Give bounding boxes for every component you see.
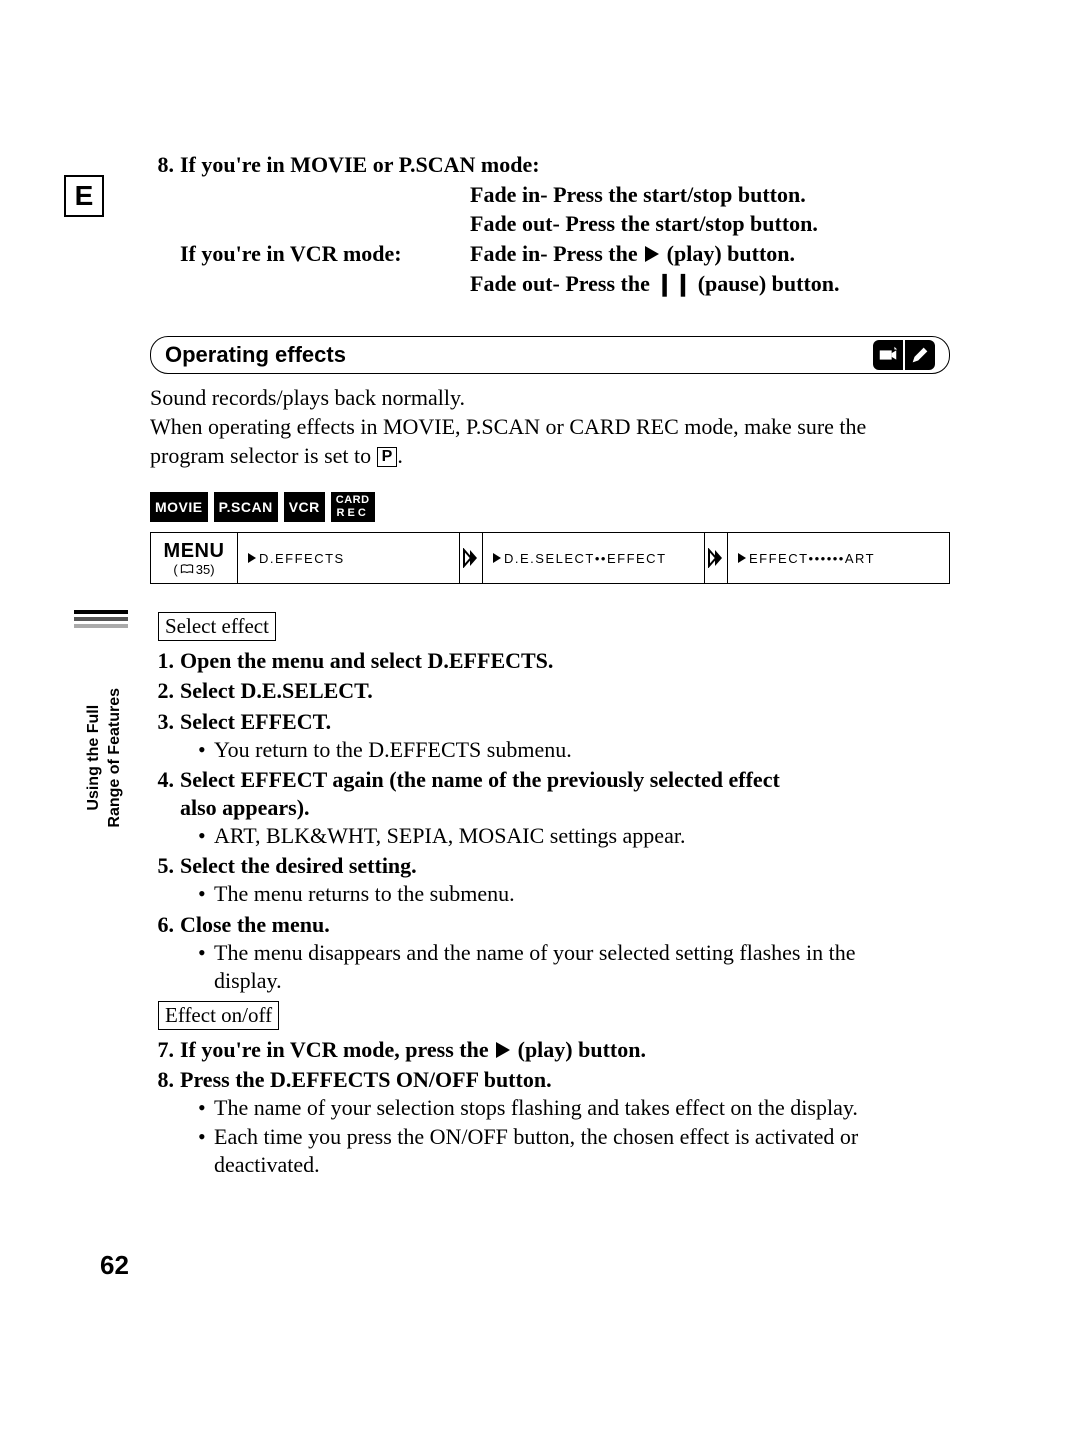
s8-b2a: Each time you press the ON/OFF button, t…: [214, 1124, 858, 1149]
s2-num: 2.: [150, 677, 180, 705]
s8-b2b: deactivated.: [214, 1152, 320, 1177]
s4a: Select EFFECT again (the name of the pre…: [180, 766, 950, 794]
fade-in-play: Fade in- Press the (play) button.: [470, 239, 795, 269]
top-instructions: 8. If you're in MOVIE or P.SCAN mode: Fa…: [150, 150, 950, 298]
menu-cell-3-text: EFFECT••••••ART: [749, 551, 875, 566]
language-indicator: E: [64, 175, 104, 217]
steps-list-2: 7. If you're in VCR mode, press the (pla…: [150, 1036, 950, 1179]
play-icon-2: [496, 1042, 510, 1058]
menu-cell-1-text: D.EFFECTS: [259, 551, 345, 566]
intro-text: Sound records/plays back normally. When …: [150, 384, 950, 470]
s7a: If you're in VCR mode, press the: [180, 1037, 494, 1062]
badge-card: CARD: [336, 495, 370, 506]
s5-num: 5.: [150, 852, 180, 908]
sidebar-line2: Range of Features: [106, 688, 123, 828]
page-content: 8. If you're in MOVIE or P.SCAN mode: Fa…: [150, 150, 950, 1179]
effect-onoff-box: Effect on/off: [158, 1001, 279, 1030]
fade-in-play-b: (play) button.: [661, 241, 795, 266]
s6-b1b: display.: [214, 968, 282, 993]
fade-in-play-a: Fade in- Press the: [470, 241, 643, 266]
intro-line2a: When operating effects in MOVIE, P.SCAN …: [150, 414, 866, 439]
s6-b1a: The menu disappears and the name of your…: [214, 940, 855, 965]
badge-vcr: VCR: [284, 492, 325, 522]
fade-out-startstop: Fade out- Press the start/stop button.: [470, 209, 950, 239]
menu-cell-1: D.EFFECTS: [238, 532, 460, 584]
sidebar: Using the Full Range of Features: [74, 680, 134, 900]
badge-rec: REC: [337, 508, 369, 519]
s3: Select EFFECT.: [180, 709, 331, 734]
s3-num: 3.: [150, 708, 180, 764]
mode-icon-pen: [905, 340, 935, 370]
s4b: also appears).: [180, 794, 950, 822]
menu-path: MENU ( 35) D.EFFECTS D.E.SELECT••EFFECT …: [150, 532, 950, 584]
s1: Open the menu and select D.EFFECTS.: [180, 648, 553, 673]
s6-num: 6.: [150, 911, 180, 995]
s2: Select D.E.SELECT.: [180, 678, 373, 703]
arrow-icon-1: [460, 532, 482, 584]
step-8-num: 8.: [150, 150, 180, 180]
pause-icon: ❙❙: [655, 271, 692, 296]
sidebar-bars: [74, 610, 128, 628]
badge-card-rec: CARD REC: [331, 492, 375, 522]
fade-out-pause-a: Fade out- Press the: [470, 271, 655, 296]
badge-pscan: P.SCAN: [214, 492, 278, 522]
menu-word: MENU: [164, 541, 225, 561]
select-effect-box: Select effect: [158, 612, 276, 641]
s7-num: 7.: [150, 1036, 180, 1064]
menu-cell-2: D.E.SELECT••EFFECT: [482, 532, 705, 584]
intro-line2b: program selector is set to: [150, 443, 377, 468]
s3-b1: You return to the D.EFFECTS submenu.: [214, 736, 950, 764]
intro-period: .: [397, 443, 403, 468]
s8-b2: Each time you press the ON/OFF button, t…: [214, 1123, 950, 1179]
p-box: P: [377, 447, 398, 467]
section-title: Operating effects: [165, 342, 346, 368]
menu-ref-num: 35): [196, 563, 215, 576]
menu-label: MENU ( 35): [150, 532, 238, 584]
s4-b1: ART, BLK&WHT, SEPIA, MOSAIC settings app…: [214, 822, 950, 850]
menu-cell-3: EFFECT••••••ART: [727, 532, 950, 584]
s6: Close the menu.: [180, 912, 330, 937]
intro-line2: When operating effects in MOVIE, P.SCAN …: [150, 413, 950, 442]
fade-out-pause: Fade out- Press the ❙❙ (pause) button.: [470, 269, 950, 299]
menu-cell-2-text: D.E.SELECT••EFFECT: [504, 551, 667, 566]
section-heading: Operating effects: [150, 336, 950, 374]
s6-b1: The menu disappears and the name of your…: [214, 939, 950, 995]
s8: Press the D.EFFECTS ON/OFF button.: [180, 1067, 552, 1092]
arrow-icon-2: [705, 532, 727, 584]
s1-num: 1.: [150, 647, 180, 675]
sidebar-text: Using the Full Range of Features: [84, 688, 126, 828]
s4-num: 4.: [150, 766, 180, 850]
fade-in-startstop: Fade in- Press the start/stop button.: [470, 180, 950, 210]
step-8-title: If you're in MOVIE or P.SCAN mode:: [180, 150, 540, 180]
s8-num: 8.: [150, 1066, 180, 1179]
steps-list-1: 1.Open the menu and select D.EFFECTS. 2.…: [150, 647, 950, 995]
intro-line3: program selector is set to P.: [150, 442, 950, 471]
vcr-mode-label: If you're in VCR mode:: [180, 239, 470, 269]
book-icon: [180, 564, 194, 574]
menu-ref-open: (: [173, 563, 177, 576]
s7b: (play) button.: [512, 1037, 646, 1062]
heading-icons: [873, 340, 935, 370]
fade-out-pause-b: (pause) button.: [692, 271, 839, 296]
menu-ref: ( 35): [173, 563, 214, 576]
sidebar-line1: Using the Full: [85, 705, 102, 811]
s7: If you're in VCR mode, press the (play) …: [180, 1037, 646, 1062]
intro-line1: Sound records/plays back normally.: [150, 384, 950, 413]
page-number: 62: [100, 1250, 129, 1281]
badge-movie: MOVIE: [150, 492, 208, 522]
s5: Select the desired setting.: [180, 853, 417, 878]
play-icon: [645, 246, 659, 262]
s5-b1: The menu returns to the submenu.: [214, 880, 950, 908]
s8-b1: The name of your selection stops flashin…: [214, 1094, 950, 1122]
mode-badges: MOVIE P.SCAN VCR CARD REC: [150, 492, 950, 522]
mode-icon-camera: [873, 340, 903, 370]
